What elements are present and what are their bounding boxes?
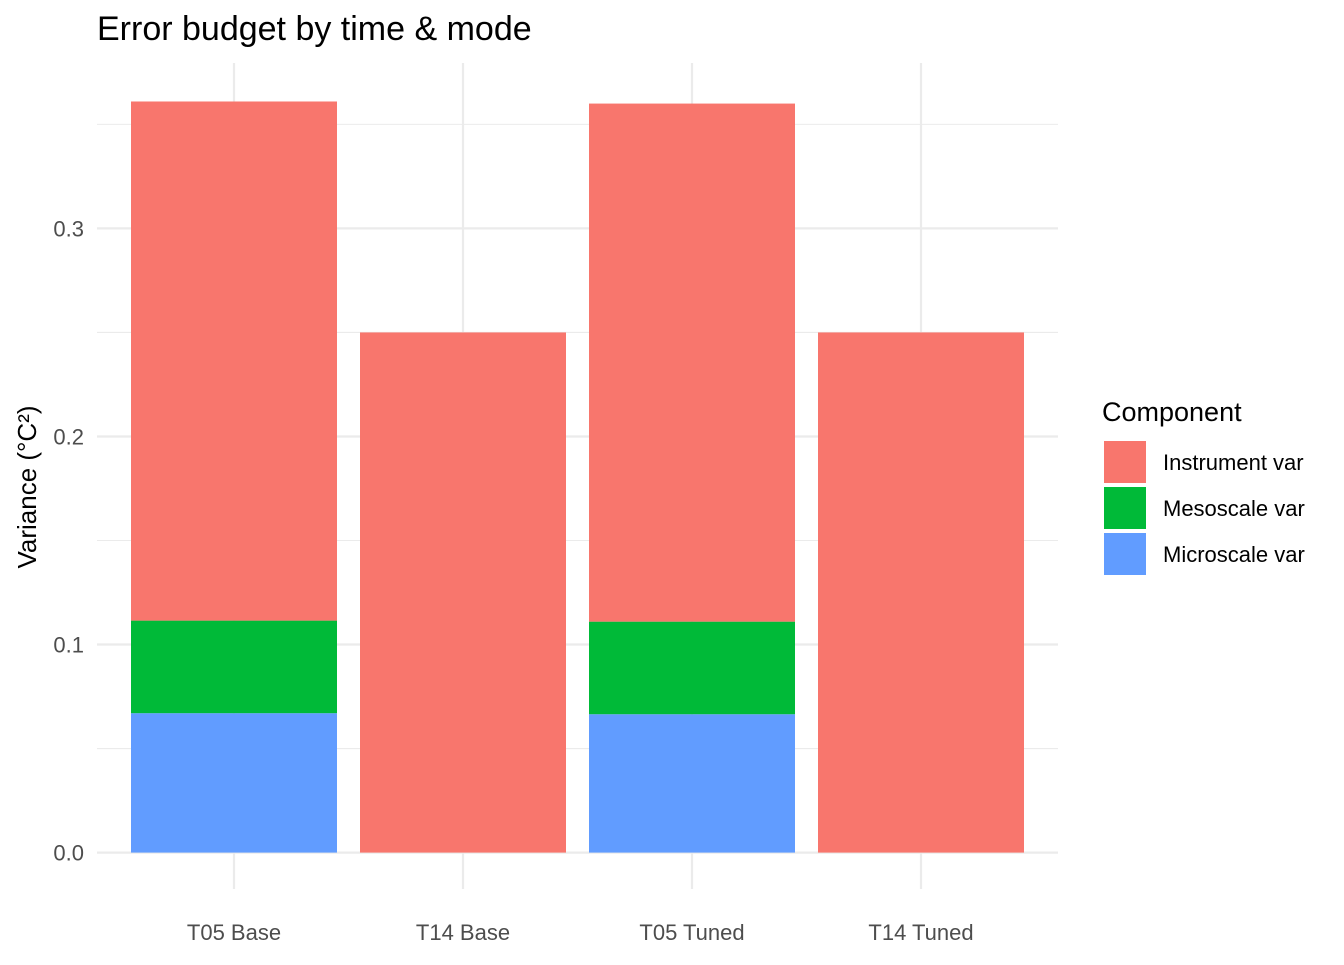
legend-label: Instrument var xyxy=(1163,450,1304,475)
x-tick-label: T14 Tuned xyxy=(868,920,973,945)
chart-title: Error budget by time & mode xyxy=(97,10,532,48)
legend-key xyxy=(1104,441,1146,483)
x-tick-label: T14 Base xyxy=(416,920,510,945)
bar-segment xyxy=(589,621,795,715)
y-axis-label: Variance (°C²) xyxy=(12,405,42,568)
axis-layer: 0.0 0.1 0.2 0.3 T05 Base T14 Base T05 Tuned T14… xyxy=(53,216,973,945)
legend-label: Mesoscale var xyxy=(1163,496,1305,521)
x-tick-label: T05 Base xyxy=(187,920,281,945)
bar-segment xyxy=(360,332,566,853)
legend: Component Instrument var Mesoscale var Mic… xyxy=(1102,397,1305,575)
bar-segment xyxy=(589,714,795,853)
bar-segment xyxy=(131,713,337,853)
bar-segment xyxy=(818,332,1024,853)
legend-key xyxy=(1104,533,1146,575)
y-tick-label: 0.3 xyxy=(53,216,84,241)
legend-title: Component xyxy=(1102,397,1242,427)
y-tick-label: 0.1 xyxy=(53,633,84,658)
bar-segment xyxy=(589,103,795,622)
bars-layer xyxy=(131,101,1024,853)
bar-segment xyxy=(131,101,337,621)
y-tick-label: 0.2 xyxy=(53,424,84,449)
y-tick-label: 0.0 xyxy=(53,841,84,866)
legend-key xyxy=(1104,487,1146,529)
bar-segment xyxy=(131,620,337,714)
legend-label: Microscale var xyxy=(1163,542,1305,567)
x-tick-label: T05 Tuned xyxy=(639,920,744,945)
